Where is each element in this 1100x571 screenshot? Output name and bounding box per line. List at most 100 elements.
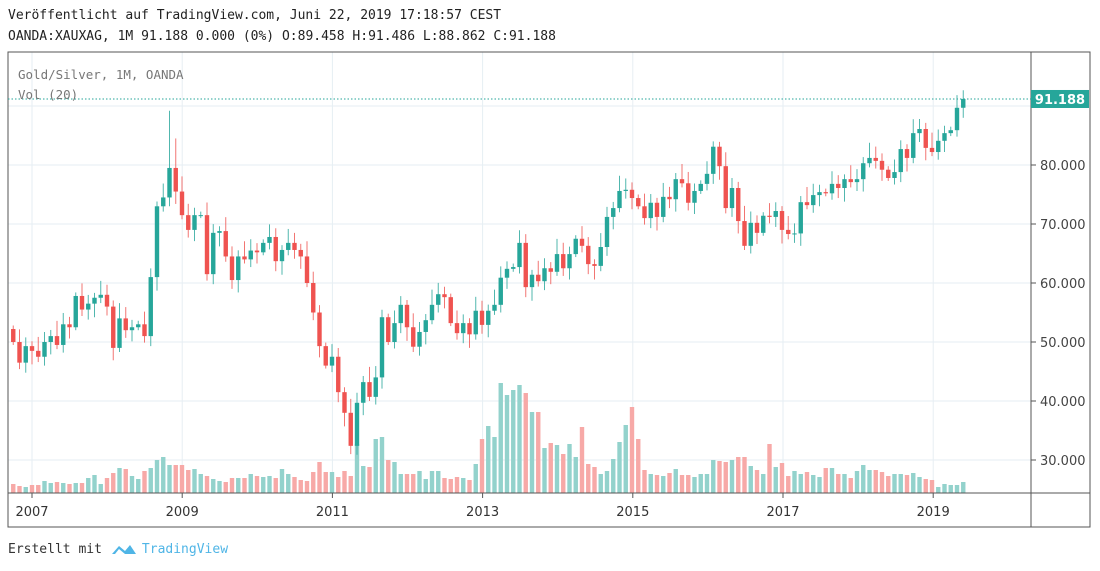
time-axis[interactable]: 2007 2009 2011 2013 2015 2017 2019 bbox=[15, 493, 950, 520]
volume-bar bbox=[254, 476, 260, 493]
candle-body bbox=[92, 297, 97, 304]
published-info: Veröffentlicht auf TradingView.com, Juni… bbox=[8, 8, 502, 23]
symbol-info: OANDA:XAUXAG, 1M 91.188 0.000 (0%) O:89.… bbox=[8, 29, 556, 44]
candle-body bbox=[179, 191, 185, 216]
volume-bar bbox=[279, 469, 285, 493]
volume-bar bbox=[123, 469, 128, 493]
candle-body bbox=[586, 245, 591, 265]
volume-bar bbox=[79, 483, 85, 493]
volume-bar bbox=[317, 462, 322, 493]
candle-body bbox=[629, 189, 635, 199]
candle-body bbox=[736, 188, 741, 222]
volume-bar bbox=[723, 462, 728, 493]
candle-body bbox=[567, 254, 572, 269]
candle-body bbox=[367, 382, 372, 397]
volume-bar bbox=[617, 442, 622, 493]
series-legend[interactable]: Gold/Silver, 1M, OANDA bbox=[18, 67, 184, 82]
volume-bar bbox=[823, 468, 828, 493]
price-tick-label: 80.000 bbox=[1040, 159, 1086, 174]
grid bbox=[8, 52, 1031, 493]
candle-body bbox=[204, 215, 210, 275]
volume-bar bbox=[873, 470, 878, 493]
volume-bar bbox=[379, 437, 385, 493]
volume-bar bbox=[542, 448, 547, 493]
candle-body bbox=[461, 323, 466, 334]
volume-bar bbox=[392, 462, 397, 493]
volume-bar bbox=[211, 479, 216, 493]
candle-body bbox=[698, 183, 703, 191]
volume-bar bbox=[954, 485, 960, 493]
volume-bar bbox=[598, 474, 603, 493]
volume-bar bbox=[786, 476, 791, 493]
volume-bar bbox=[111, 473, 116, 493]
candle-body bbox=[573, 238, 578, 255]
candle-body bbox=[186, 215, 191, 230]
volume-bar bbox=[142, 471, 147, 493]
candle-body bbox=[873, 157, 878, 161]
volume-bar bbox=[517, 385, 522, 493]
candle-body bbox=[511, 267, 516, 269]
candle-body bbox=[661, 196, 666, 217]
volume-bar bbox=[686, 475, 691, 493]
volume-bar bbox=[817, 477, 822, 493]
candle-body bbox=[192, 215, 197, 230]
candle-body bbox=[867, 157, 872, 164]
candle-body bbox=[598, 247, 603, 266]
candle-body bbox=[692, 190, 697, 203]
candle-body bbox=[729, 188, 735, 209]
candle-body bbox=[611, 208, 616, 217]
volume-bar bbox=[504, 395, 510, 493]
candle-body bbox=[879, 160, 885, 170]
volume-bar bbox=[567, 444, 572, 493]
created-with-label: Erstellt mit bbox=[8, 541, 102, 557]
candle-body bbox=[229, 256, 235, 281]
volume-bar bbox=[323, 472, 328, 493]
tradingview-brand-link[interactable]: TradingView bbox=[141, 541, 229, 557]
candle-body bbox=[417, 331, 422, 347]
candle-body bbox=[961, 98, 966, 108]
candle-body bbox=[761, 215, 766, 233]
volume-bar bbox=[642, 470, 647, 493]
volume-legend[interactable]: Vol (20) bbox=[18, 87, 79, 102]
candle-body bbox=[542, 268, 547, 282]
volume-bar bbox=[36, 485, 41, 493]
candle-body bbox=[898, 149, 903, 173]
candle-body bbox=[111, 306, 116, 348]
candle-body bbox=[942, 133, 947, 141]
candle-body bbox=[836, 183, 841, 189]
volume-bar bbox=[573, 457, 578, 493]
candle-body bbox=[548, 268, 553, 272]
volume-bar bbox=[804, 472, 810, 493]
time-tick-label: 2019 bbox=[917, 505, 950, 520]
volume-bar bbox=[311, 472, 316, 493]
candle-body bbox=[261, 242, 266, 253]
candle-body bbox=[604, 216, 610, 248]
price-axis[interactable]: 80.000 70.000 60.000 50.000 40.000 30.000 bbox=[1031, 159, 1086, 469]
volume-bar bbox=[629, 407, 635, 493]
candle-body bbox=[673, 179, 678, 200]
volume-bar bbox=[92, 475, 97, 493]
candle-body bbox=[136, 324, 141, 328]
volume-bar bbox=[698, 474, 703, 493]
candle-body bbox=[248, 250, 253, 260]
candle-body bbox=[129, 327, 135, 331]
volume-bar bbox=[604, 471, 610, 493]
volume-bar bbox=[48, 483, 53, 493]
candles bbox=[11, 90, 966, 455]
candle-body bbox=[723, 166, 728, 209]
candle-body bbox=[798, 202, 803, 234]
candle-body bbox=[529, 274, 535, 288]
volume-bar bbox=[229, 478, 235, 493]
candle-body bbox=[473, 310, 478, 335]
candle-body bbox=[892, 172, 897, 178]
volume-bar bbox=[304, 481, 310, 493]
ohlc-open: O:89.458 bbox=[281, 29, 345, 44]
candle-body bbox=[286, 242, 291, 250]
candle-body bbox=[742, 221, 747, 246]
volume-bar bbox=[554, 445, 560, 493]
candle-body bbox=[254, 250, 260, 253]
time-tick-label: 2007 bbox=[15, 505, 48, 520]
volume-bar bbox=[117, 468, 122, 493]
candle-body bbox=[336, 356, 341, 393]
